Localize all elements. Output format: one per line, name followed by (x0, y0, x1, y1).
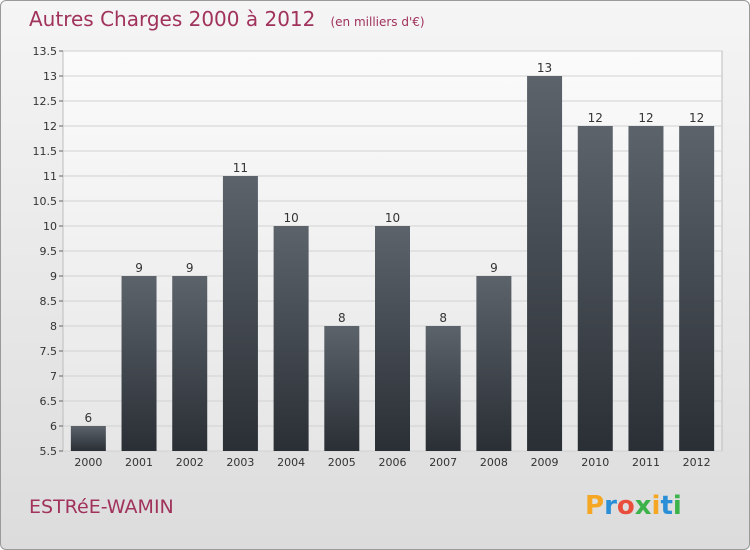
bar-2000 (70, 426, 106, 451)
bar-2009 (527, 76, 563, 451)
y-tick-label: 8.5 (40, 295, 58, 308)
x-tick-label: 2003 (226, 456, 254, 469)
y-tick-label: 13.5 (33, 45, 58, 58)
x-tick-label: 2012 (683, 456, 711, 469)
bar-2011 (628, 126, 664, 451)
y-tick-label: 7 (50, 370, 57, 383)
y-tick-label: 10.5 (33, 195, 58, 208)
y-tick-label: 8 (50, 320, 57, 333)
bar-2007 (425, 326, 461, 451)
y-tick-label: 9 (50, 270, 57, 283)
y-tick-label: 12 (43, 120, 57, 133)
commune-name: ESTRéE-WAMIN (29, 496, 174, 518)
x-tick-label: 2001 (125, 456, 153, 469)
x-tick-label: 2011 (632, 456, 660, 469)
x-tick-label: 2009 (531, 456, 559, 469)
data-label-2009: 13 (537, 61, 552, 75)
data-label-2001: 9 (135, 261, 143, 275)
logo-letter: i (672, 491, 682, 521)
bar-2002 (172, 276, 208, 451)
logo-letter: o (616, 491, 635, 521)
bar-2010 (577, 126, 613, 451)
y-tick-label: 13 (43, 70, 57, 83)
proxiti-logo: Proxiti (585, 491, 682, 521)
data-label-2011: 12 (638, 111, 653, 125)
x-tick-label: 2004 (277, 456, 305, 469)
data-label-2008: 9 (490, 261, 498, 275)
data-label-2002: 9 (186, 261, 194, 275)
bar-2004 (273, 226, 309, 451)
data-label-2000: 6 (85, 411, 93, 425)
data-label-2003: 11 (233, 161, 248, 175)
x-tick-label: 2008 (480, 456, 508, 469)
x-tick-label: 2006 (379, 456, 407, 469)
y-tick-label: 11.5 (33, 145, 58, 158)
y-tick-label: 9.5 (40, 245, 58, 258)
y-tick-label: 10 (43, 220, 57, 233)
x-axis-labels: 2000 2001 2002 2003 2004 2005 2006 2007 2008 2009… (74, 456, 710, 469)
bar-2012 (679, 126, 715, 451)
y-tick-label: 6 (50, 420, 57, 433)
logo-letter: x (634, 491, 652, 521)
x-tick-label: 2007 (429, 456, 457, 469)
logo-letter: i (651, 491, 661, 521)
bars: 6 9 9 11 10 8 10 8 9 13 12 12 12 (70, 61, 715, 451)
bar-2001 (121, 276, 157, 451)
x-tick-label: 2000 (74, 456, 102, 469)
bar-2008 (476, 276, 512, 451)
chart-subtitle: (en milliers d'€) (330, 15, 425, 29)
chart-title-main: Autres Charges 2000 à 2012 (29, 7, 316, 31)
logo-letter: r (604, 491, 617, 521)
data-label-2010: 12 (588, 111, 603, 125)
bar-2005 (324, 326, 360, 451)
y-tick-label: 5.5 (40, 445, 58, 458)
y-axis-labels: 5.5 6 6.5 7 7.5 8 8.5 9 9.5 10 10.5 11 11.5 12 12.5 13 1… (33, 45, 58, 458)
chart-title: Autres Charges 2000 à 2012 (en milliers … (29, 7, 425, 31)
bar-2003 (222, 176, 258, 451)
data-label-2006: 10 (385, 211, 400, 225)
x-tick-label: 2002 (176, 456, 204, 469)
data-label-2012: 12 (689, 111, 704, 125)
logo-letter: P (585, 491, 605, 521)
bar-2006 (375, 226, 410, 451)
y-tick-label: 11 (43, 170, 57, 183)
x-tick-label: 2010 (581, 456, 609, 469)
y-tick-label: 7.5 (40, 345, 58, 358)
data-label-2004: 10 (283, 211, 298, 225)
y-tick-label: 6.5 (40, 395, 58, 408)
data-label-2007: 8 (439, 311, 447, 325)
data-label-2005: 8 (338, 311, 346, 325)
y-tick-label: 12.5 (33, 95, 58, 108)
logo-letter: t (660, 491, 673, 521)
x-tick-label: 2005 (328, 456, 356, 469)
